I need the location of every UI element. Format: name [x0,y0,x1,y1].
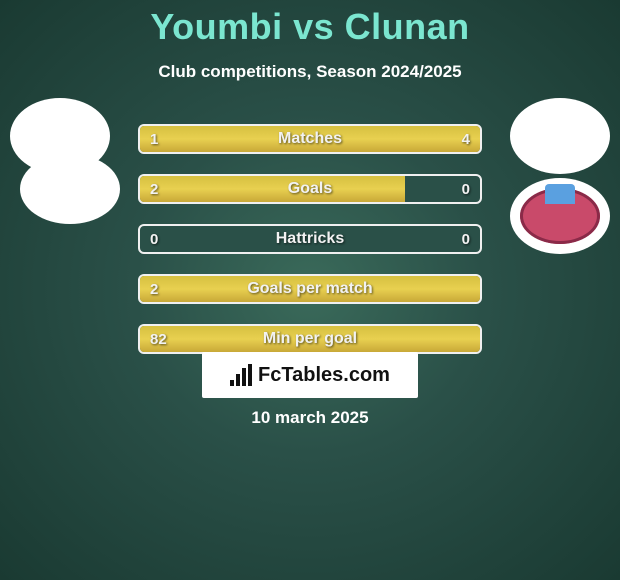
stat-row: 2 0 Goals [138,174,482,204]
page-title: Youmbi vs Clunan [0,0,620,48]
stat-label: Goals [140,176,480,202]
player-left-avatar [20,154,120,224]
player-right-avatar [510,178,610,254]
stat-label: Hattricks [140,226,480,252]
stats-bars: 1 4 Matches 2 0 Goals 0 0 Hattricks 2 Go… [138,124,482,374]
date-label: 10 march 2025 [0,408,620,428]
stat-row: 82 Min per goal [138,324,482,354]
fctables-icon [230,364,252,386]
stat-row: 2 Goals per match [138,274,482,304]
stat-label: Matches [140,126,480,152]
subtitle: Club competitions, Season 2024/2025 [0,62,620,82]
watermark: FcTables.com [202,352,418,398]
stat-label: Min per goal [140,326,480,352]
stat-label: Goals per match [140,276,480,302]
stat-row: 0 0 Hattricks [138,224,482,254]
watermark-text: FcTables.com [258,364,390,387]
player-right-club-avatar [510,98,610,174]
stat-row: 1 4 Matches [138,124,482,154]
